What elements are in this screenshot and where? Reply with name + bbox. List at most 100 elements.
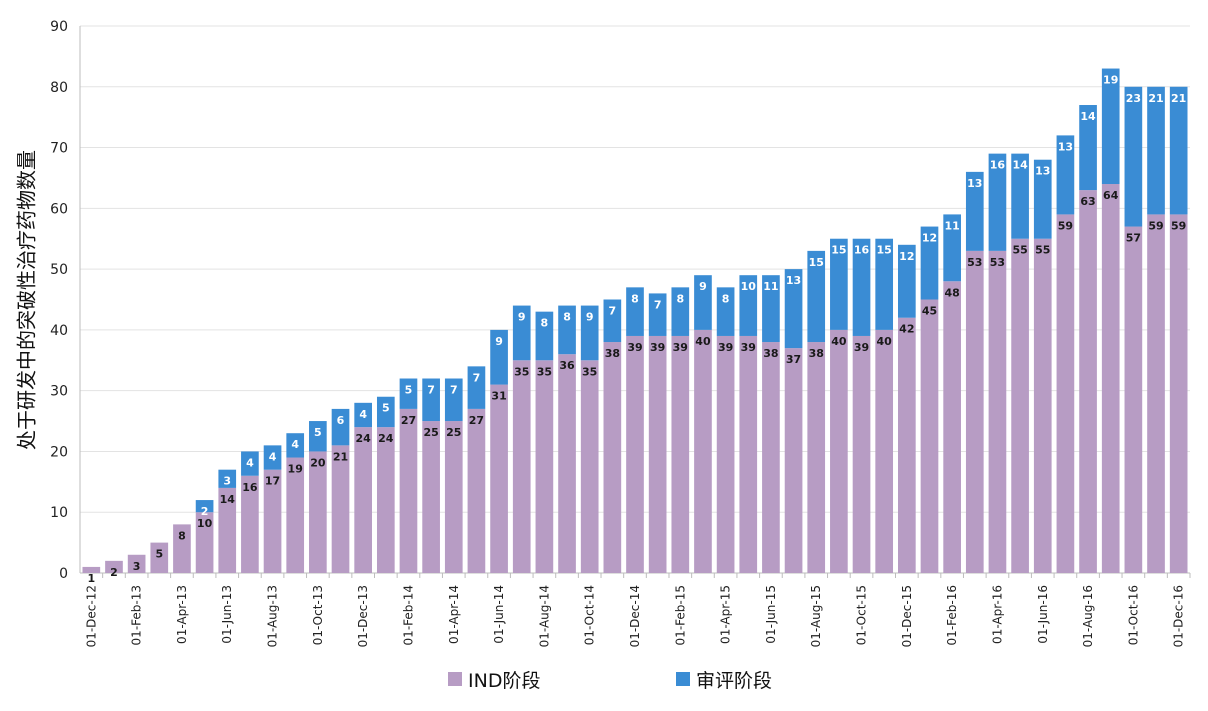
data-label-ind: 14	[220, 493, 236, 506]
bar-ind	[422, 421, 440, 573]
y-tick-label: 10	[50, 505, 68, 521]
x-tick-label: 01-Feb-13	[130, 585, 144, 645]
bar-ind	[173, 524, 191, 573]
data-label-review: 4	[359, 408, 367, 421]
data-label-ind: 38	[763, 347, 778, 360]
y-tick-label: 80	[50, 80, 68, 96]
data-label-review: 7	[450, 384, 458, 397]
bar-review	[1056, 135, 1075, 215]
data-label-ind: 48	[944, 286, 959, 299]
y-tick-label: 90	[50, 19, 68, 35]
data-label-ind: 55	[1035, 244, 1050, 257]
bar-review	[1147, 86, 1165, 215]
bar-ind	[558, 354, 576, 573]
data-label-ind: 8	[178, 529, 186, 542]
data-label-ind: 25	[446, 426, 461, 439]
data-label-ind: 25	[423, 426, 438, 439]
data-label-ind: 39	[741, 341, 756, 354]
bar-review	[286, 433, 305, 458]
bar-ind	[603, 342, 622, 573]
bar-review	[195, 500, 214, 513]
bar-review	[1079, 105, 1097, 191]
x-tick-label: 01-Dec-13	[356, 585, 370, 647]
bar-ind	[920, 299, 939, 573]
bar-ind	[376, 427, 395, 573]
data-label-review: 5	[382, 402, 390, 415]
data-label-review: 5	[405, 384, 413, 397]
data-label-review: 7	[609, 305, 617, 318]
data-label-review: 14	[1080, 110, 1096, 123]
bar-ind	[671, 335, 690, 573]
y-axis-label: 处于研发中的突破性治疗药物数量	[14, 150, 39, 450]
bar-review	[988, 153, 1007, 251]
x-tick-label: 01-Aug-14	[537, 585, 551, 647]
y-tick-label: 50	[50, 262, 68, 278]
bar-ind	[965, 250, 984, 573]
data-label-review: 12	[922, 232, 937, 245]
bar-review	[1124, 86, 1143, 227]
data-label-review: 13	[967, 177, 982, 190]
data-label-review: 7	[427, 384, 435, 397]
data-label-ind: 53	[990, 256, 1005, 269]
data-label-ind: 40	[877, 335, 893, 348]
bar-ind	[150, 542, 169, 573]
data-label-ind: 20	[310, 456, 326, 469]
data-label-review: 23	[1126, 92, 1141, 105]
bar-review	[716, 287, 735, 336]
bar-ind	[1124, 226, 1143, 574]
x-tick-label: 01-Dec-12	[84, 585, 98, 647]
bar-ind	[399, 408, 418, 573]
data-label-ind: 59	[1148, 219, 1163, 232]
bar-review	[263, 445, 282, 470]
bar-ind	[852, 335, 871, 573]
data-label-ind: 1	[87, 572, 95, 585]
data-label-ind: 55	[1012, 244, 1027, 257]
legend-label-ind: IND阶段	[468, 669, 541, 692]
data-label-ind: 57	[1126, 232, 1141, 245]
bar-ind	[535, 360, 554, 573]
x-tick-label: 01-Aug-13	[266, 585, 280, 647]
data-label-ind: 24	[378, 432, 394, 445]
bar-ind	[309, 451, 327, 573]
bar-review	[512, 305, 531, 361]
data-label-ind: 2	[110, 566, 118, 579]
x-tick-label: 01-Apr-16	[990, 585, 1004, 644]
data-label-ind: 39	[650, 341, 665, 354]
data-label-review: 16	[854, 244, 870, 257]
bar-ind	[444, 421, 463, 573]
data-label-review: 14	[1012, 159, 1028, 172]
bar-review	[1101, 68, 1120, 185]
x-tick-label: 01-Feb-14	[401, 585, 415, 645]
data-label-review: 9	[495, 335, 503, 348]
data-label-ind: 39	[718, 341, 733, 354]
bar-ind	[648, 335, 667, 573]
bar-review	[965, 171, 984, 251]
bar-ind	[580, 360, 599, 573]
data-label-ind: 31	[491, 390, 506, 403]
bar-review	[218, 469, 237, 488]
data-label-review: 13	[1035, 165, 1050, 178]
data-label-ind: 35	[537, 365, 552, 378]
data-label-review: 21	[1148, 92, 1163, 105]
bar-review	[399, 378, 418, 409]
legend-swatch-review	[676, 672, 690, 686]
data-label-ind: 27	[469, 414, 484, 427]
bar-review	[898, 244, 916, 318]
data-label-review: 7	[473, 371, 481, 384]
x-tick-label: 01-Aug-15	[809, 585, 823, 647]
bar-review	[376, 396, 395, 428]
bar-review	[422, 378, 440, 422]
data-label-review: 4	[291, 438, 299, 451]
bar-review	[309, 421, 327, 452]
bar-ind	[1169, 214, 1188, 573]
data-label-review: 13	[1058, 140, 1073, 153]
bar-ind	[354, 427, 372, 573]
data-label-ind: 19	[288, 463, 303, 476]
data-label-ind: 3	[133, 560, 141, 573]
bar-ind	[716, 335, 735, 573]
bar-ind	[331, 445, 350, 573]
bar-review	[648, 293, 667, 336]
data-label-ind: 45	[922, 305, 937, 318]
data-label-ind: 24	[356, 432, 372, 445]
data-label-ind: 59	[1058, 219, 1073, 232]
